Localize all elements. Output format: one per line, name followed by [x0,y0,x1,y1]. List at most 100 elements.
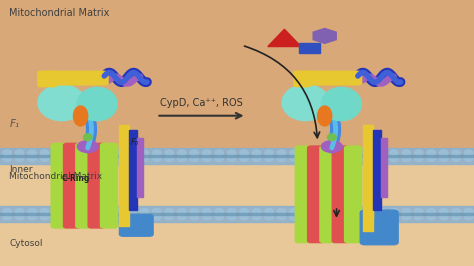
Ellipse shape [78,209,86,214]
Bar [0,148,474,164]
Ellipse shape [377,209,385,214]
Polygon shape [313,28,336,43]
Ellipse shape [321,87,361,121]
Ellipse shape [302,214,311,220]
Bar [0,213,474,215]
Ellipse shape [140,214,148,220]
Ellipse shape [90,156,99,161]
Ellipse shape [277,209,286,214]
Ellipse shape [53,209,61,214]
Ellipse shape [165,214,173,220]
Bar [373,130,381,210]
Ellipse shape [252,209,261,214]
Bar [363,125,373,226]
Ellipse shape [215,156,223,161]
Ellipse shape [452,214,460,220]
Ellipse shape [465,209,473,214]
Ellipse shape [153,209,161,214]
FancyBboxPatch shape [76,143,93,228]
Ellipse shape [290,209,298,214]
Ellipse shape [115,214,124,220]
Ellipse shape [327,156,336,161]
Ellipse shape [128,214,136,220]
Bar [129,130,137,210]
Text: Mitochondrial Matrix: Mitochondrial Matrix [9,8,110,18]
Ellipse shape [15,156,24,161]
Bar [118,125,129,226]
Ellipse shape [439,150,448,156]
Ellipse shape [277,156,286,161]
Ellipse shape [103,150,111,156]
Bar [0,156,474,215]
FancyBboxPatch shape [308,146,325,243]
Ellipse shape [128,156,136,161]
Ellipse shape [402,209,410,214]
Ellipse shape [439,209,448,214]
Ellipse shape [228,214,236,220]
Ellipse shape [315,214,323,220]
FancyBboxPatch shape [119,215,153,236]
Ellipse shape [65,209,74,214]
Ellipse shape [115,156,124,161]
Ellipse shape [390,214,398,220]
Ellipse shape [352,209,361,214]
Ellipse shape [327,150,336,156]
Ellipse shape [90,209,99,214]
Ellipse shape [177,150,186,156]
Ellipse shape [377,156,385,161]
Ellipse shape [28,209,36,214]
Ellipse shape [390,209,398,214]
Bar [299,43,320,53]
Ellipse shape [240,214,248,220]
Ellipse shape [277,150,286,156]
Ellipse shape [414,209,423,214]
Bar [381,138,387,197]
Ellipse shape [78,156,86,161]
Ellipse shape [452,156,460,161]
FancyBboxPatch shape [64,143,81,228]
FancyBboxPatch shape [100,143,118,228]
Ellipse shape [427,209,436,214]
Ellipse shape [73,106,88,126]
Ellipse shape [465,214,473,220]
Ellipse shape [402,214,410,220]
Text: CypD, Ca⁺⁺, ROS: CypD, Ca⁺⁺, ROS [160,98,243,108]
Ellipse shape [352,150,361,156]
Text: Inner: Inner [9,165,33,174]
Ellipse shape [65,214,74,220]
Ellipse shape [3,156,11,161]
Ellipse shape [153,150,161,156]
Ellipse shape [103,209,111,214]
Ellipse shape [427,214,436,220]
Ellipse shape [265,150,273,156]
Ellipse shape [327,209,336,214]
Text: F₁: F₁ [9,119,19,129]
Ellipse shape [3,209,11,214]
Ellipse shape [265,214,273,220]
Ellipse shape [302,209,311,214]
Ellipse shape [15,150,24,156]
FancyBboxPatch shape [345,146,362,243]
Ellipse shape [190,214,199,220]
Ellipse shape [77,87,117,121]
Ellipse shape [40,156,49,161]
Ellipse shape [352,214,361,220]
Bar [0,206,474,222]
Ellipse shape [228,209,236,214]
Ellipse shape [390,150,398,156]
Ellipse shape [302,156,311,161]
Ellipse shape [202,156,211,161]
FancyBboxPatch shape [295,146,312,243]
Ellipse shape [228,156,236,161]
Ellipse shape [115,150,124,156]
Ellipse shape [177,156,186,161]
Ellipse shape [153,156,161,161]
Ellipse shape [103,214,111,220]
Ellipse shape [402,150,410,156]
Ellipse shape [340,209,348,214]
Bar [0,0,474,156]
Ellipse shape [377,214,385,220]
Ellipse shape [202,214,211,220]
Ellipse shape [328,134,336,140]
Ellipse shape [3,214,11,220]
